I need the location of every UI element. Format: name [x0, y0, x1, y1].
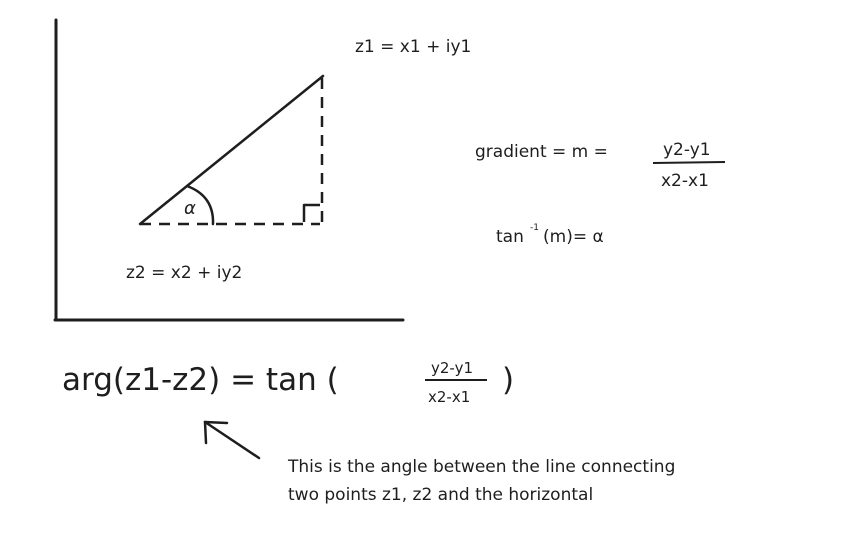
annotation-line-2: two points z1, z2 and the horizontal	[288, 485, 593, 505]
main-formula-left: arg(z1-z2) = tan (	[62, 362, 339, 398]
angle-arc	[185, 184, 215, 226]
annotation-arrowhead	[203, 420, 229, 445]
z1-label: z1 = x1 + iy1	[355, 37, 471, 57]
right-angle-marker	[302, 203, 320, 222]
hypotenuse-line	[138, 74, 325, 226]
tan-inverse-rest: (m)= α	[543, 227, 604, 247]
main-formula-numerator: y2-y1	[431, 359, 473, 377]
annotation-line-1: This is the angle between the line conne…	[287, 457, 675, 477]
main-formula-denominator: x2-x1	[428, 388, 470, 406]
gradient-denominator: x2-x1	[661, 171, 709, 191]
tan-inverse-exponent: -1	[530, 223, 539, 233]
z2-label: z2 = x2 + iy2	[126, 263, 242, 283]
gradient-prefix: gradient = m =	[475, 142, 608, 162]
gradient-numerator: y2-y1	[663, 140, 711, 160]
alpha-label: α	[184, 198, 196, 219]
gradient-fraction-bar	[652, 161, 726, 164]
tan-inverse-base: tan	[496, 227, 524, 247]
main-formula-right: )	[502, 362, 514, 398]
annotation-arrow	[203, 420, 261, 460]
